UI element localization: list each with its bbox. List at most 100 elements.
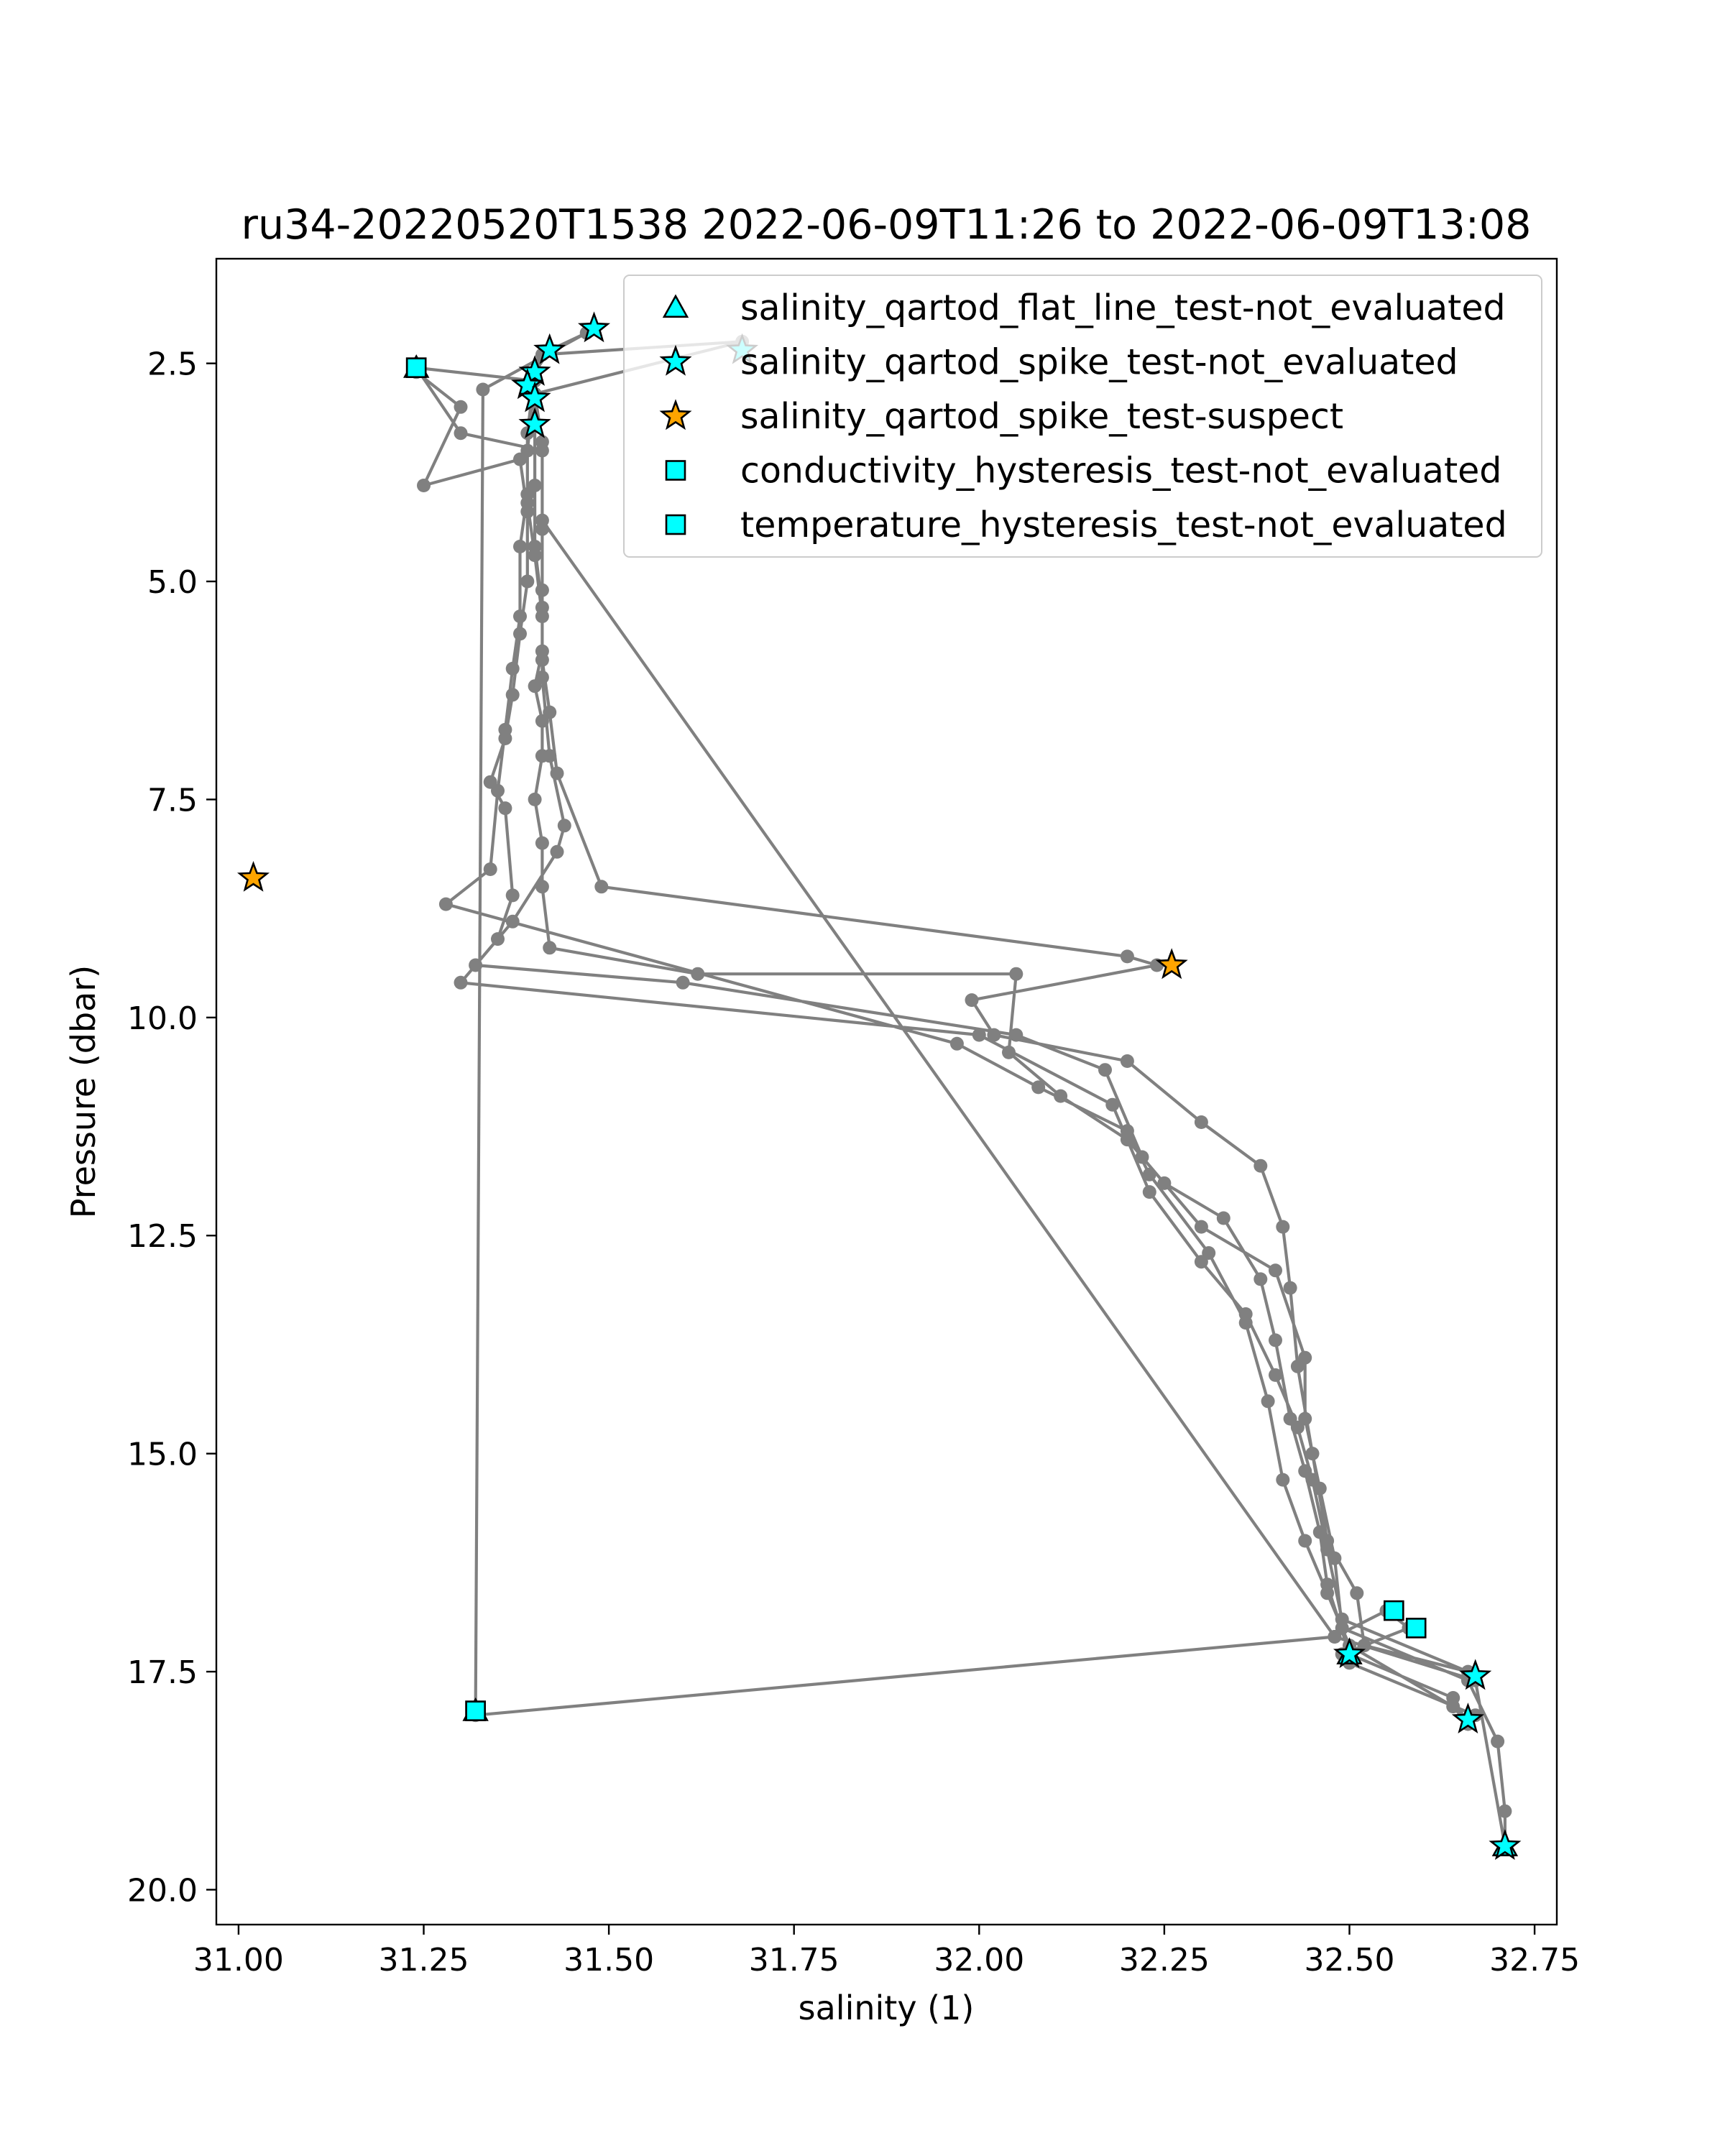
flag-marker-star [1333,1637,1366,1669]
profile-point [1142,1185,1156,1199]
profile-point [1350,1586,1364,1600]
legend-entry-label: temperature_hysteresis_test-not_evaluate… [740,505,1507,545]
profile-point [1290,1420,1305,1434]
profile-point [1446,1700,1460,1714]
legend-marker-star [659,344,692,376]
legend-entry-label: salinity_qartod_spike_test-suspect [740,396,1343,437]
profile-point [1120,1054,1134,1068]
profile-point [1142,1167,1156,1181]
profile-point [1305,1473,1320,1487]
profile-point [498,801,512,816]
profile-point [1009,1028,1024,1042]
x-tick-label: 32.25 [1119,1942,1210,1978]
profile-point [505,661,520,676]
profile-point [505,888,520,903]
profile-point [535,880,549,894]
profile-point [965,993,979,1008]
profile-point [1238,1307,1253,1321]
profile-point [1498,1804,1512,1818]
legend-marker-square [665,460,686,481]
profile-point [469,958,483,972]
x-tick-label: 32.50 [1305,1942,1395,1978]
y-tick-label: 2.5 [147,346,198,383]
profile-point [1120,949,1134,964]
profile-point [535,583,549,597]
profile-point [676,975,690,990]
y-tick-label: 10.0 [127,1000,198,1037]
profile-point [1216,1211,1230,1225]
x-tick-label: 31.25 [379,1942,469,1978]
profile-point [476,382,490,397]
profile-point [691,967,705,981]
profile-point [1157,1176,1172,1190]
y-tick-label: 17.5 [127,1654,198,1691]
flag-marker-star [577,311,611,343]
legend-marker-triangle [662,294,689,318]
profile-point [1261,1394,1275,1409]
profile-point [513,540,527,553]
profile-point [535,836,549,850]
legend-marker-star [659,399,692,430]
legend-entry-label: salinity_qartod_spike_test-not_evaluated [740,342,1458,383]
y-tick-label: 12.5 [127,1218,198,1255]
y-tick-label: 15.0 [127,1437,198,1473]
profile-point [491,783,505,798]
x-tick-label: 32.00 [934,1942,1024,1978]
profile-point [1194,1115,1208,1129]
profile-point [498,722,512,737]
profile-point [513,609,527,624]
profile-point [535,671,549,684]
x-tick-label: 31.50 [564,1942,654,1978]
flag-marker-square [465,1700,486,1721]
flag-marker-star [518,407,551,438]
profile-point [1283,1281,1297,1295]
flag-marker-star [533,333,566,364]
profile-point [505,688,520,702]
profile-point [528,792,542,806]
legend-entry-label: conductivity_hysteresis_test-not_evaluat… [740,451,1501,492]
profile-point [543,941,557,955]
flag-marker-square [1384,1600,1404,1621]
profile-point [1009,967,1024,981]
profile-point [1031,1080,1046,1095]
profile-point [491,932,505,946]
profile-point [454,975,468,990]
profile-point [1120,1124,1134,1138]
profile-point [483,862,497,876]
flag-marker-square [405,357,427,379]
flag-marker-star [1459,1659,1492,1690]
flag-marker-star [1489,1829,1522,1861]
profile-point [1276,1473,1290,1487]
plot-frame [215,257,1558,1926]
profile-point [1298,1534,1312,1548]
flag-marker-star [518,381,551,413]
profile-point [1135,1150,1149,1164]
x-axis-ticks: 31.00 31.25 31.50 31.75 32.00 32.25 32.50 32.75 [193,1925,1580,1978]
profile-point [550,766,564,780]
profile-point [1254,1272,1268,1286]
flag-marker-star [518,355,551,386]
flag-marker-star [236,860,270,892]
legend-box [623,275,1542,558]
x-tick-label: 31.75 [749,1942,840,1978]
profile-point [972,1028,986,1042]
profile-point [535,513,549,528]
profile-point [1194,1220,1208,1234]
profile-point [1290,1359,1305,1373]
y-tick-label: 20.0 [127,1872,198,1909]
x-tick-label: 32.75 [1489,1942,1580,1978]
profile-point [1002,1045,1016,1059]
profile-point [1320,1586,1335,1600]
legend-entry-label: salinity_qartod_flat_line_test-not_evalu… [740,287,1506,328]
x-axis-label: salinity (1) [799,1989,975,2027]
profile-point [1254,1158,1268,1173]
profile-point [1269,1333,1282,1348]
profile-point [454,400,468,414]
profile-point [543,705,557,719]
profile-point [949,1036,964,1051]
profile-point [1105,1097,1120,1112]
y-tick-label: 5.0 [147,564,198,601]
profile-point [417,479,431,492]
legend: salinity_qartod_flat_line_test-not_evalu… [623,275,1542,558]
flag-layer [236,311,1522,1861]
